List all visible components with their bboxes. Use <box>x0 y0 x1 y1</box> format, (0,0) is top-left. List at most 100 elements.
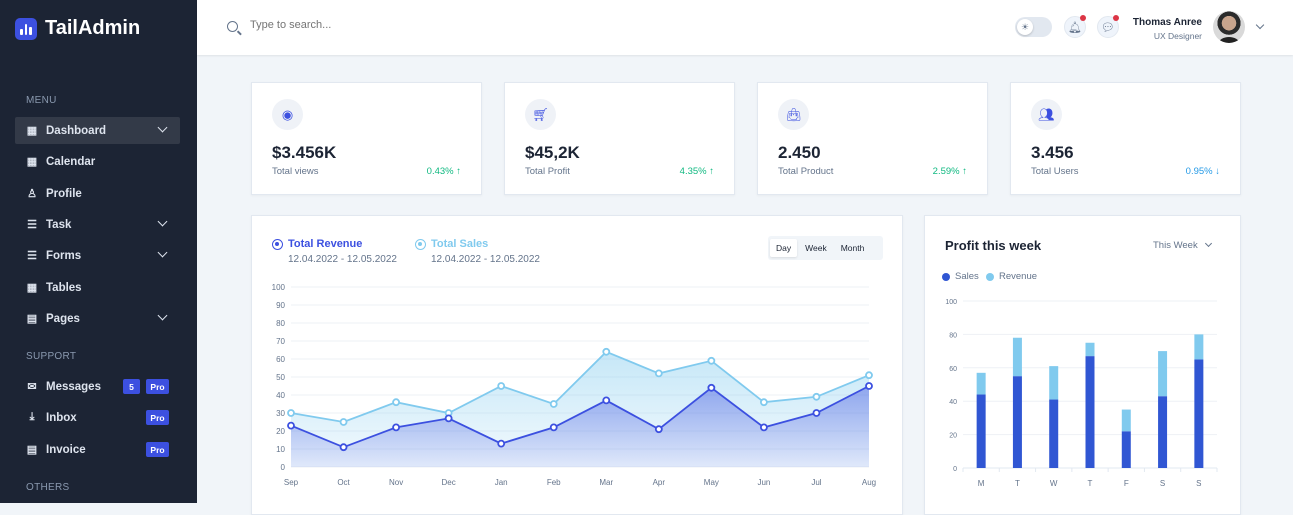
grid-icon: ▦ <box>26 125 38 137</box>
bar-revenue <box>1158 351 1168 397</box>
stat-change-value: 2.59% <box>932 166 960 177</box>
cart-icon: 🛒︎ <box>525 99 556 130</box>
x-tick-label: Feb <box>547 478 561 487</box>
sidebar-item-dashboard[interactable]: ▦ Dashboard <box>15 117 180 144</box>
chevron-down-icon[interactable] <box>1255 20 1265 30</box>
data-point <box>707 383 716 392</box>
search-input[interactable] <box>250 19 550 31</box>
data-point <box>602 347 611 356</box>
avatar[interactable] <box>1213 11 1245 43</box>
data-point <box>760 398 768 407</box>
x-tick-label: S <box>1196 479 1201 488</box>
data-point <box>339 443 348 452</box>
y-tick-label: 0 <box>953 466 957 473</box>
x-tick-label: Mar <box>599 478 613 487</box>
period-week-button[interactable]: Week <box>805 243 827 253</box>
user-name[interactable]: Thomas Anree <box>1132 17 1202 28</box>
message-dot <box>1113 15 1119 21</box>
area-total-revenue <box>291 386 869 467</box>
sidebar-item-label: Inbox <box>46 411 77 424</box>
sidebar-item-label: Task <box>46 218 72 231</box>
sidebar-item-forms[interactable]: ☰ Forms <box>15 242 180 269</box>
y-tick-label: 40 <box>276 391 285 400</box>
x-tick-label: Oct <box>337 478 350 487</box>
chevron-down-icon[interactable] <box>157 216 168 227</box>
app-name: TailAdmin <box>45 17 141 39</box>
sidebar-item-label: Pages <box>46 312 80 325</box>
mail-icon: ✉ <box>27 381 37 393</box>
bar-sales <box>1085 356 1095 468</box>
chevron-down-icon[interactable] <box>157 310 168 321</box>
stat-label: Total Product <box>778 166 834 177</box>
arrow-icon: ↑ <box>962 166 967 177</box>
stat-value: 2.450 <box>778 143 821 162</box>
x-tick-label: Jan <box>495 478 508 487</box>
chevron-down-icon[interactable] <box>157 247 168 258</box>
revenue-chart-card: Total Revenue 12.04.2022 - 12.05.2022 To… <box>251 215 903 515</box>
sidebar-item-tables[interactable]: ▦ Tables <box>15 274 180 301</box>
sidebar-item-inbox[interactable]: ⤓ Inbox Pro <box>15 404 180 431</box>
stat-value: 3.456 <box>1031 143 1074 162</box>
data-point <box>497 382 506 390</box>
bar-revenue <box>1049 366 1059 400</box>
page-icon: ▤ <box>26 313 38 325</box>
period-month-button[interactable]: Month <box>840 243 865 253</box>
dark-mode-toggle[interactable]: ☀ <box>1015 17 1052 37</box>
stat-value: $3.456K <box>272 143 337 162</box>
sidebar-item-profile[interactable]: ♙ Profile <box>15 180 180 207</box>
form-icon: ☰ <box>27 250 37 262</box>
pro-badge: Pro <box>146 379 169 394</box>
header: ☀ 🔔︎ 💬︎ Thomas Anree UX Designer <box>197 0 1293 55</box>
x-tick-label: Aug <box>862 478 876 487</box>
bar-sales <box>1121 431 1131 468</box>
bar-revenue <box>1121 409 1131 432</box>
stat-label: Total Profit <box>525 166 570 177</box>
bar-revenue <box>1085 342 1095 357</box>
sidebar-item-label: Calendar <box>46 155 96 168</box>
sidebar-item-label: Messages <box>46 380 101 393</box>
data-point <box>602 396 611 405</box>
legend-label: Sales <box>955 271 979 282</box>
y-tick-label: 60 <box>276 355 285 364</box>
sidebar-item-label: Forms <box>46 249 82 262</box>
sidebar-item-pages[interactable]: ▤ Pages <box>15 305 180 332</box>
stat-card-total-product: 👜︎ 2.450 Total Product 2.59% ↑ <box>757 82 988 195</box>
sidebar: TailAdmin MENU SUPPORT OTHERS ▦ Dashboard ▦ Ca… <box>0 0 197 503</box>
stat-card-total-views: ◉ $3.456K Total views 0.43% ↑ <box>251 82 482 195</box>
data-point <box>760 423 768 432</box>
profit-chart-card: Profit this week This Week Sales Revenue… <box>924 215 1241 515</box>
sidebar-item-messages[interactable]: ✉ Messages 5 Pro <box>15 373 180 400</box>
x-tick-label: M <box>978 479 985 488</box>
x-tick-label: Apr <box>653 478 666 487</box>
logo-icon <box>15 17 37 40</box>
y-tick-label: 40 <box>949 399 957 406</box>
bag-icon: 👜︎ <box>778 99 809 130</box>
period-day-button[interactable]: Day <box>770 239 798 257</box>
sidebar-item-task[interactable]: ☰ Task <box>15 211 180 238</box>
x-tick-label: F <box>1124 479 1129 488</box>
sun-icon: ☀ <box>1017 19 1033 35</box>
sidebar-item-label: Profile <box>46 187 82 200</box>
sidebar-section-label: MENU <box>26 95 57 106</box>
pro-badge: Pro <box>146 410 169 425</box>
data-point <box>392 398 400 407</box>
chevron-down-icon[interactable] <box>157 122 168 133</box>
bar-sales <box>1012 376 1022 468</box>
line-total-sales <box>290 350 870 423</box>
x-tick-label: T <box>1015 479 1020 488</box>
y-tick-label: 100 <box>945 299 957 306</box>
notifications-button[interactable]: 🔔︎ <box>1064 15 1086 38</box>
sidebar-item-label: Dashboard <box>46 124 107 137</box>
sidebar-item-invoice[interactable]: ▤ Invoice Pro <box>15 436 180 463</box>
logo[interactable]: TailAdmin <box>15 17 140 40</box>
legend-dot-icon <box>415 239 426 250</box>
bar-sales <box>1194 359 1204 468</box>
data-point <box>654 369 663 378</box>
y-tick-label: 20 <box>276 427 285 436</box>
legend-dot-icon <box>272 239 283 250</box>
messages-button[interactable]: 💬︎ <box>1097 15 1119 38</box>
calendar-icon: ▦ <box>26 156 38 168</box>
week-filter-dropdown[interactable]: This Week <box>1153 240 1198 251</box>
data-point <box>865 382 873 390</box>
sidebar-item-calendar[interactable]: ▦ Calendar <box>15 148 180 175</box>
